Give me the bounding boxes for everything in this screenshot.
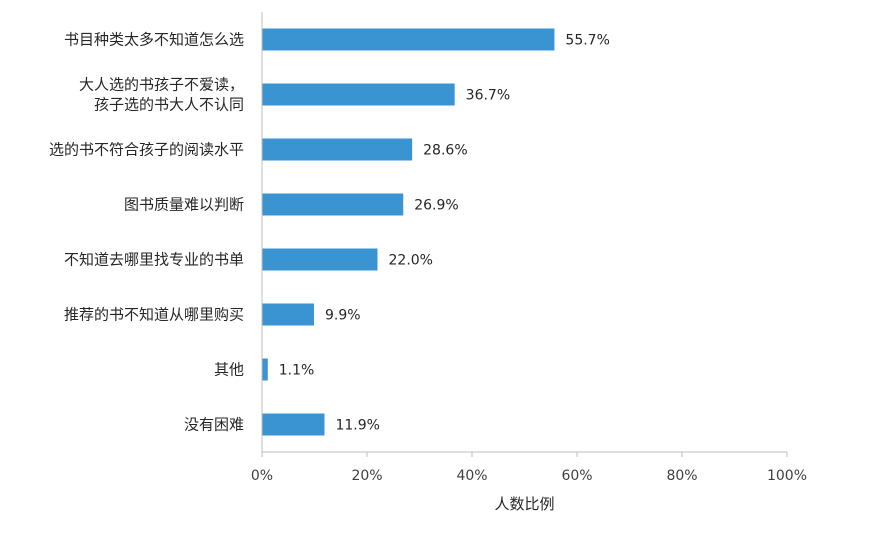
bar-4 [262, 248, 378, 271]
x-tick-label-5: 100% [767, 468, 807, 484]
category-label-0: 书目种类太多不知道怎么选 [64, 31, 244, 49]
x-axis-title: 人数比例 [494, 495, 554, 513]
category-label-3: 图书质量难以判断 [124, 196, 244, 214]
bar-7 [262, 413, 325, 436]
x-tick-label-3: 60% [561, 468, 592, 484]
x-tick-label-4: 80% [666, 468, 697, 484]
value-label-2: 28.6% [423, 143, 467, 159]
category-label-7: 没有困难 [184, 416, 244, 434]
bar-0 [262, 28, 555, 51]
value-label-1: 36.7% [466, 88, 510, 104]
value-label-3: 26.9% [414, 198, 458, 214]
value-label-6: 1.1% [279, 363, 315, 379]
category-label-2: 选的书不符合孩子的阅读水平 [49, 141, 244, 159]
category-label-1: 大人选的书孩子不爱读，孩子选的书大人不认同 [79, 76, 244, 114]
value-label-0: 55.7% [565, 33, 609, 49]
category-label-6: 其他 [214, 361, 244, 379]
value-label-4: 22.0% [389, 253, 433, 269]
x-tick-label-0: 0% [251, 468, 273, 484]
bar-2 [262, 138, 413, 161]
category-labels: 书目种类太多不知道怎么选大人选的书孩子不爱读，孩子选的书大人不认同选的书不符合孩… [49, 31, 244, 434]
x-tick-label-2: 40% [456, 468, 487, 484]
bar-6 [262, 358, 268, 381]
x-axis-ticks: 0% 20% 40% 60% 80% 100% [251, 452, 807, 484]
value-labels: 55.7% 36.7% 28.6% 26.9% 22.0% 9.9% 1.1% 11.9% [279, 33, 610, 434]
value-label-5: 9.9% [325, 308, 361, 324]
category-label-4: 不知道去哪里找专业的书单 [64, 251, 244, 269]
x-tick-label-1: 20% [351, 468, 382, 484]
bar-3 [262, 193, 404, 216]
bar-5 [262, 303, 314, 326]
value-label-7: 11.9% [335, 418, 379, 434]
bars-group [262, 28, 555, 436]
bar-1 [262, 83, 455, 106]
category-label-5: 推荐的书不知道从哪里购买 [64, 306, 244, 324]
